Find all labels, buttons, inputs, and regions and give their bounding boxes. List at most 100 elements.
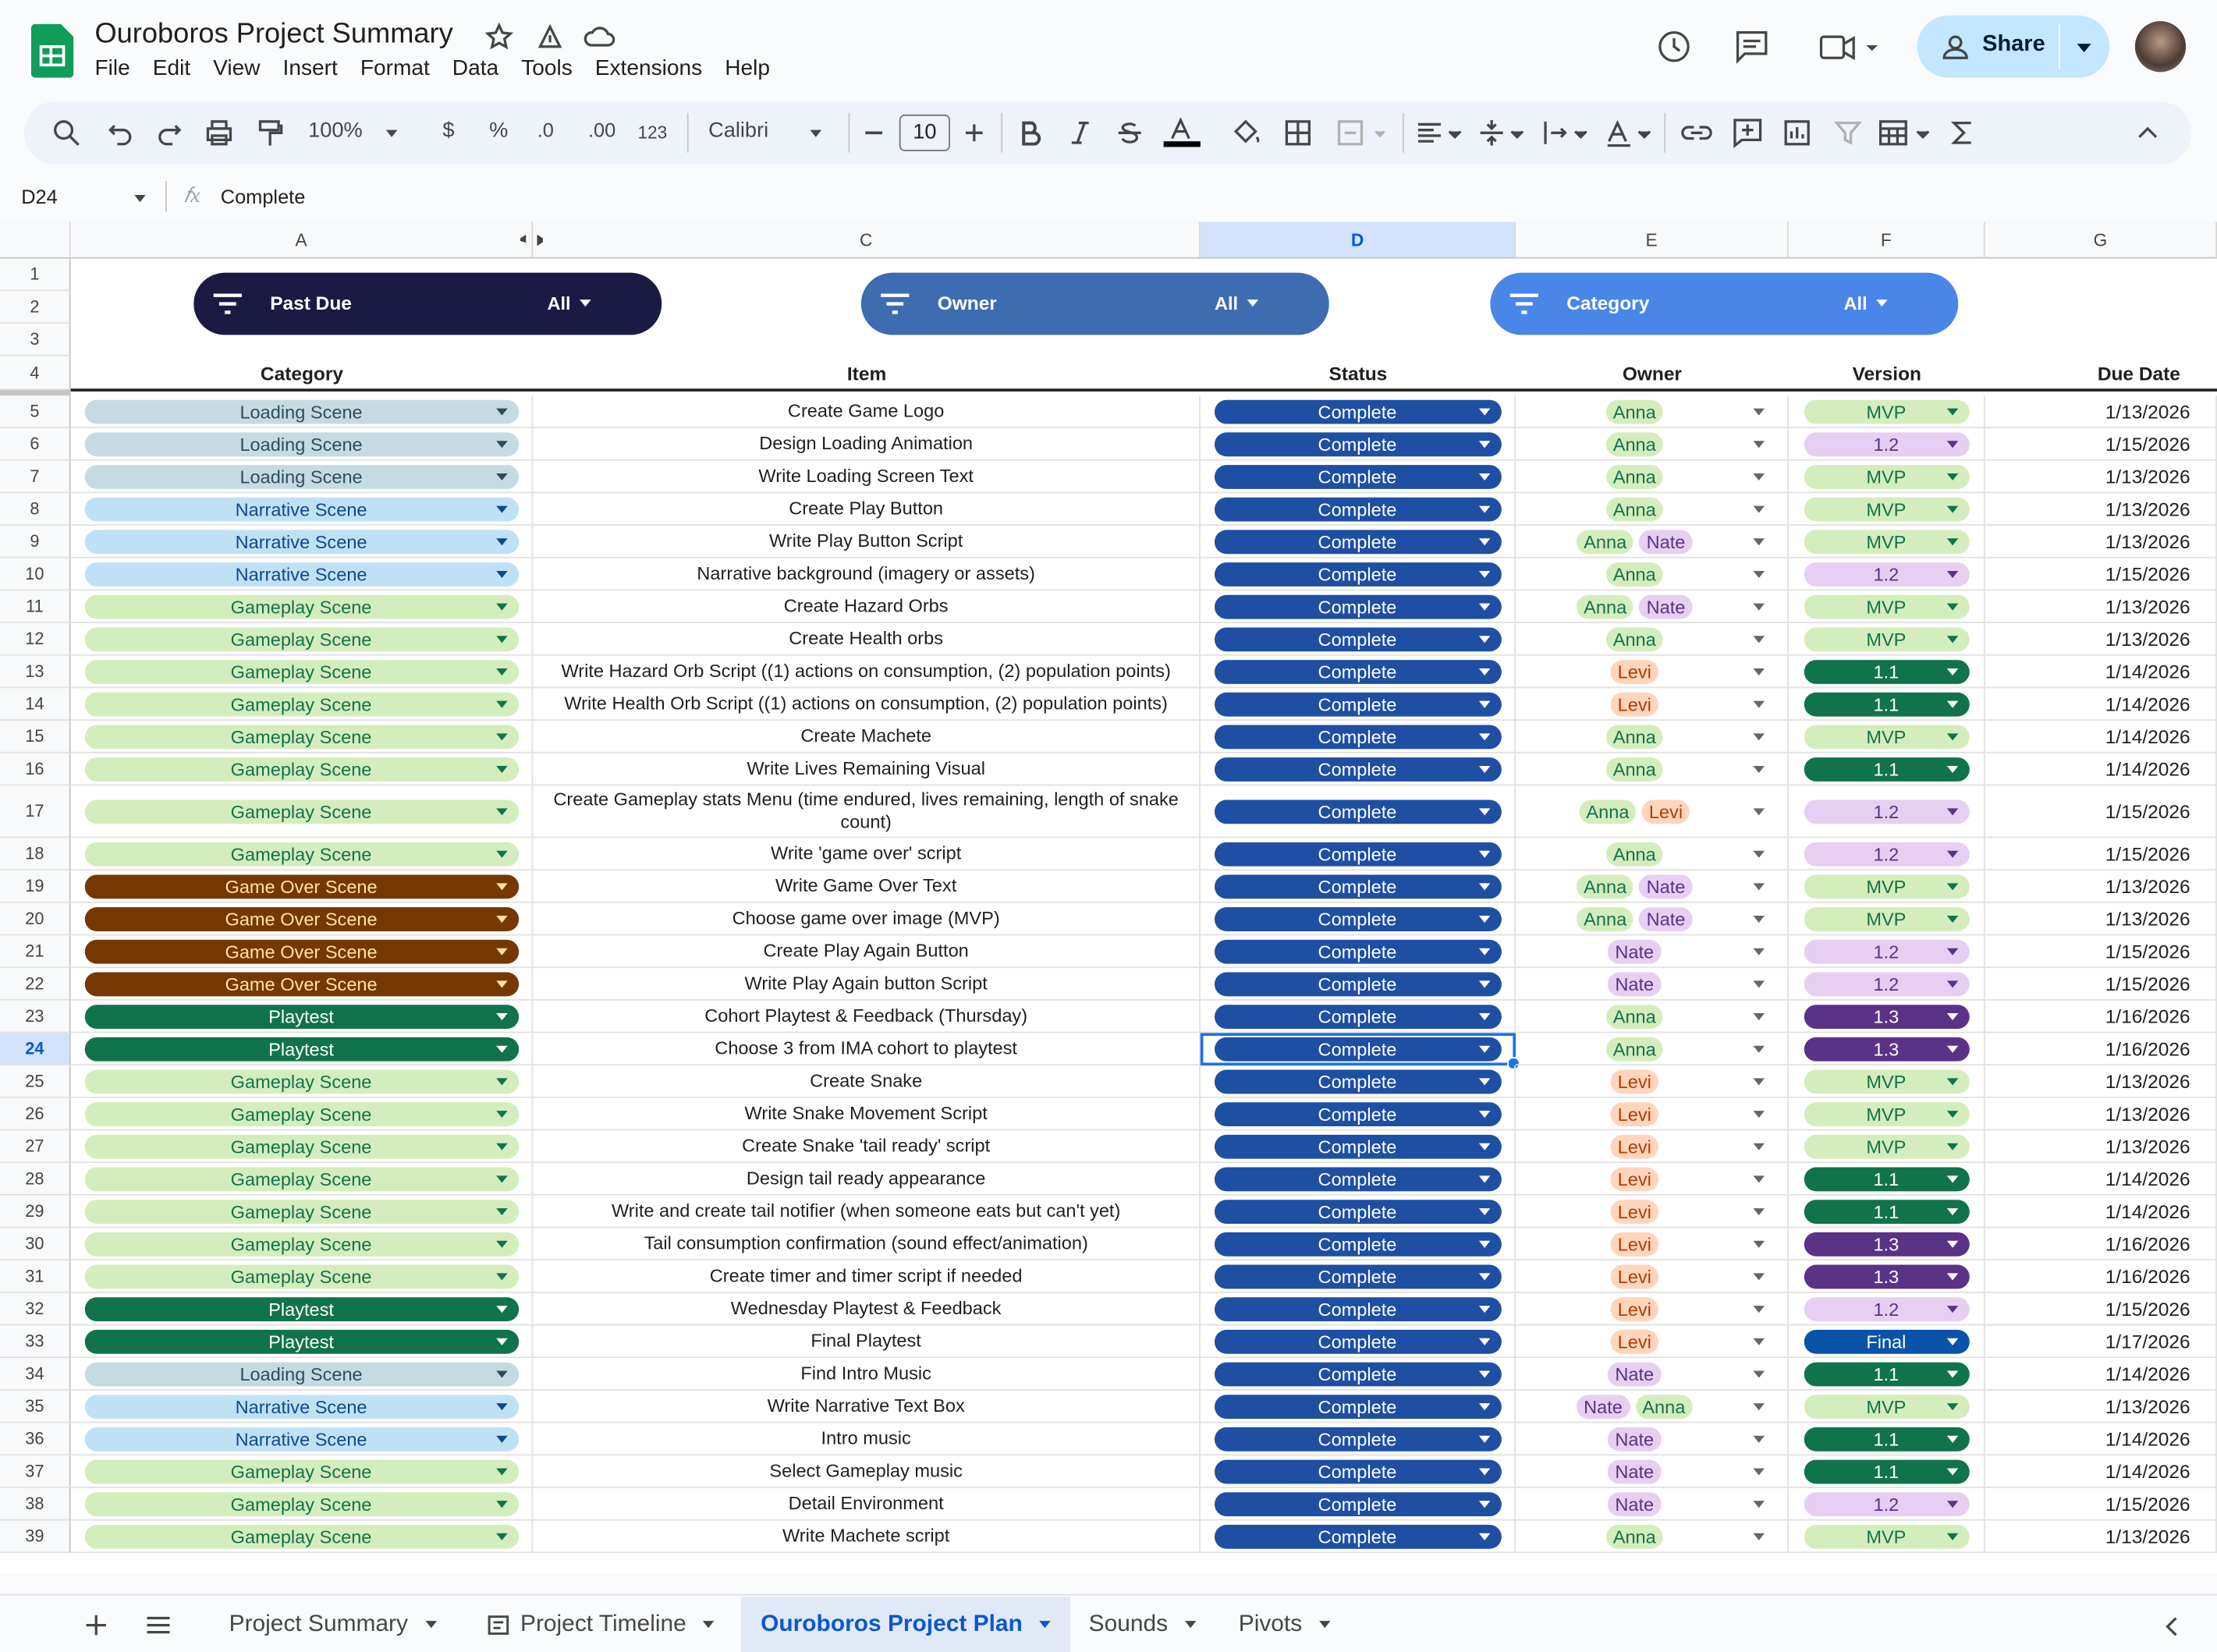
owner-cell[interactable]: Anna xyxy=(1516,838,1789,870)
due-date[interactable]: 1/13/2026 xyxy=(1985,623,2217,656)
owner-chip[interactable]: Anna xyxy=(1606,842,1663,866)
owner-cell[interactable]: Levi xyxy=(1516,1228,1789,1260)
version-chip[interactable]: 1.3 xyxy=(1804,1264,1969,1289)
italic-icon[interactable] xyxy=(1067,120,1093,146)
category-chip[interactable]: Loading Scene xyxy=(84,432,518,456)
due-date[interactable]: 1/13/2026 xyxy=(1985,1391,2217,1423)
status-cell[interactable]: Complete xyxy=(1201,558,1516,591)
category-cell[interactable]: Game Over Scene xyxy=(71,935,534,968)
comment-icon[interactable] xyxy=(1733,28,1770,65)
functions-icon[interactable] xyxy=(1949,119,1975,147)
menu-item[interactable]: Edit xyxy=(153,56,190,82)
row-number[interactable]: 12 xyxy=(0,623,71,656)
column-header[interactable]: E xyxy=(1516,222,1789,258)
category-chip[interactable]: Game Over Scene xyxy=(84,972,518,996)
status-cell[interactable]: Complete xyxy=(1201,1358,1516,1391)
owner-chip[interactable]: Levi xyxy=(1611,1134,1658,1158)
version-cell[interactable]: MVP xyxy=(1789,623,1985,656)
category-chip[interactable]: Gameplay Scene xyxy=(84,1264,518,1289)
status-cell[interactable]: Complete xyxy=(1201,838,1516,870)
owner-cell[interactable]: Nate xyxy=(1516,1423,1789,1455)
category-cell[interactable]: Game Over Scene xyxy=(71,870,534,903)
row-number[interactable]: 34 xyxy=(0,1358,71,1391)
filter-chip[interactable]: Past DueAll xyxy=(193,273,662,335)
tab-label[interactable]: Project Summary xyxy=(229,1611,408,1637)
version-cell[interactable]: MVP xyxy=(1789,526,1985,558)
version-cell[interactable]: 1.2 xyxy=(1789,968,1985,1001)
add-comment-icon[interactable] xyxy=(1732,117,1763,148)
decrease-decimals[interactable]: .0 xyxy=(537,119,554,141)
category-chip[interactable]: Gameplay Scene xyxy=(84,594,518,619)
owner-cell[interactable]: Anna xyxy=(1516,1520,1789,1553)
row-number[interactable]: 31 xyxy=(0,1260,71,1293)
due-date[interactable]: 1/17/2026 xyxy=(1985,1325,2217,1358)
version-chip[interactable]: 1.2 xyxy=(1804,1491,1969,1516)
print-icon[interactable] xyxy=(205,119,233,147)
status-chip[interactable]: Complete xyxy=(1214,1004,1501,1028)
version-chip[interactable]: MVP xyxy=(1804,497,1969,521)
owner-cell[interactable]: Nate xyxy=(1516,968,1789,1001)
category-cell[interactable]: Gameplay Scene xyxy=(71,623,534,656)
category-cell[interactable]: Loading Scene xyxy=(71,428,534,461)
menu-item[interactable]: Tools xyxy=(521,56,573,82)
version-cell[interactable]: 1.2 xyxy=(1789,428,1985,461)
category-cell[interactable]: Narrative Scene xyxy=(71,558,534,591)
item-cell[interactable]: Narrative background (imagery or assets) xyxy=(533,558,1201,591)
owner-cell[interactable]: Anna xyxy=(1516,558,1789,591)
owner-chip[interactable]: Nate xyxy=(1640,594,1693,619)
row-number[interactable]: 39 xyxy=(0,1520,71,1553)
valign-icon[interactable] xyxy=(1477,119,1528,147)
owner-chip[interactable]: Levi xyxy=(1611,1101,1658,1126)
version-chip[interactable]: 1.1 xyxy=(1804,1427,1969,1451)
status-cell[interactable]: Complete xyxy=(1201,623,1516,656)
item-cell[interactable]: Create Play Again Button xyxy=(533,935,1201,968)
status-chip[interactable]: Complete xyxy=(1214,1199,1501,1223)
item-cell[interactable]: Create Snake xyxy=(533,1065,1201,1098)
owner-cell[interactable]: Nate xyxy=(1516,1358,1789,1391)
owner-cell[interactable]: Anna xyxy=(1516,721,1789,753)
status-cell[interactable]: Complete xyxy=(1201,753,1516,786)
status-cell[interactable]: Complete xyxy=(1201,526,1516,558)
status-cell[interactable]: Complete xyxy=(1201,688,1516,721)
due-date[interactable]: 1/14/2026 xyxy=(1985,688,2217,721)
row-number[interactable]: 24 xyxy=(0,1033,71,1065)
owner-chip[interactable]: Levi xyxy=(1611,692,1658,716)
name-box[interactable]: D24 xyxy=(21,185,58,207)
category-cell[interactable]: Gameplay Scene xyxy=(71,1130,534,1163)
owner-chip[interactable]: Anna xyxy=(1577,594,1633,619)
category-cell[interactable]: Gameplay Scene xyxy=(71,688,534,721)
owner-cell[interactable]: Nate xyxy=(1516,1488,1789,1521)
doc-title[interactable]: Ouroboros Project Summary xyxy=(94,19,452,51)
category-chip[interactable]: Gameplay Scene xyxy=(84,842,518,866)
status-chip[interactable]: Complete xyxy=(1214,1329,1501,1353)
due-date[interactable]: 1/15/2026 xyxy=(1985,558,2217,591)
row-number[interactable]: 2 xyxy=(0,291,71,324)
category-cell[interactable]: Gameplay Scene xyxy=(71,1228,534,1260)
category-chip[interactable]: Narrative Scene xyxy=(84,497,518,521)
owner-chip[interactable]: Levi xyxy=(1611,1167,1658,1191)
status-cell[interactable]: Complete xyxy=(1201,1098,1516,1131)
owner-chip[interactable]: Levi xyxy=(1611,1329,1658,1353)
owner-chip[interactable]: Levi xyxy=(1611,1232,1658,1256)
meet-icon[interactable] xyxy=(1818,31,1883,65)
category-chip[interactable]: Playtest xyxy=(84,1004,518,1028)
item-cell[interactable]: Write Snake Movement Script xyxy=(533,1098,1201,1131)
version-chip[interactable]: 1.2 xyxy=(1804,939,1969,963)
version-chip[interactable]: 1.1 xyxy=(1804,1167,1969,1191)
version-chip[interactable]: 1.2 xyxy=(1804,432,1969,456)
category-cell[interactable]: Gameplay Scene xyxy=(71,838,534,870)
category-chip[interactable]: Game Over Scene xyxy=(84,939,518,963)
version-cell[interactable]: 1.1 xyxy=(1789,1455,1985,1488)
increase-decimals[interactable]: .00 xyxy=(588,119,615,141)
status-cell[interactable]: Complete xyxy=(1201,721,1516,753)
version-chip[interactable]: MVP xyxy=(1804,1524,1969,1548)
menu-item[interactable]: Insert xyxy=(283,56,338,82)
item-cell[interactable]: Write Play Button Script xyxy=(533,526,1201,558)
version-cell[interactable]: 1.2 xyxy=(1789,1488,1985,1521)
due-date[interactable]: 1/15/2026 xyxy=(1985,428,2217,461)
category-cell[interactable]: Game Over Scene xyxy=(71,968,534,1001)
category-chip[interactable]: Game Over Scene xyxy=(84,906,518,931)
category-cell[interactable]: Gameplay Scene xyxy=(71,1488,534,1521)
version-chip[interactable]: 1.1 xyxy=(1804,1362,1969,1386)
due-date[interactable]: 1/13/2026 xyxy=(1985,1098,2217,1131)
